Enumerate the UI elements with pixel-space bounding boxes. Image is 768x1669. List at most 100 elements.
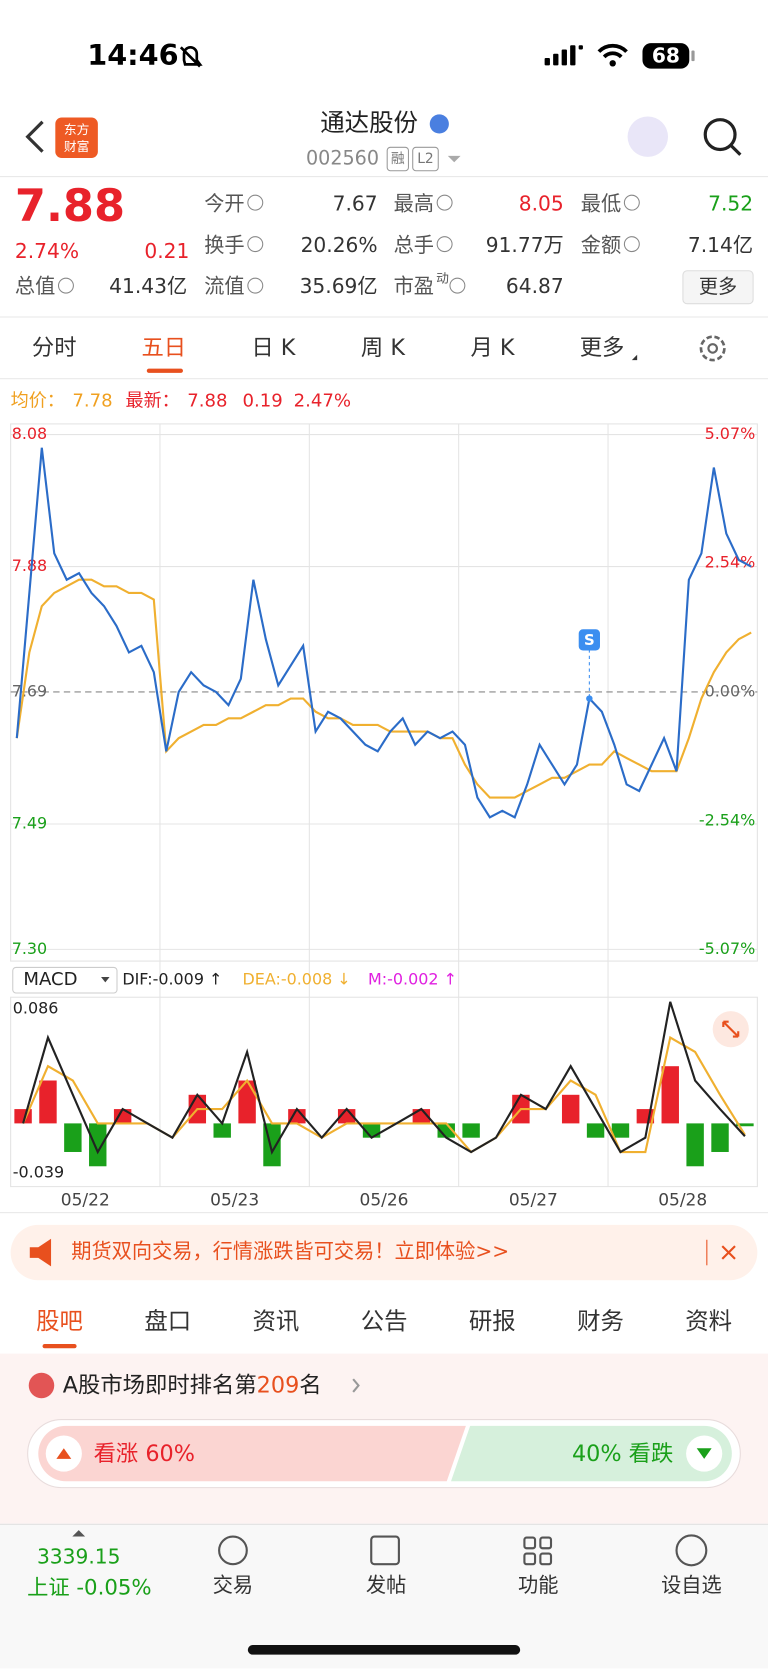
divider xyxy=(0,316,768,318)
content-tab[interactable]: 股吧 xyxy=(36,1307,83,1335)
indicator-name: MACD xyxy=(23,969,77,990)
indicator-select[interactable] xyxy=(12,966,118,994)
field-label: 最低 xyxy=(581,191,621,215)
info-icon xyxy=(436,194,453,211)
macd-bar xyxy=(89,1123,107,1167)
rect xyxy=(578,45,583,50)
content-tab[interactable]: 公告 xyxy=(361,1307,408,1335)
index-change: 上证 -0.05% xyxy=(27,1576,152,1601)
badge-box xyxy=(412,146,439,172)
nav-item[interactable]: 发帖 xyxy=(366,1573,406,1597)
y-tick-label: 7.69 xyxy=(12,681,48,700)
info-icon xyxy=(247,194,264,211)
divider xyxy=(0,1212,768,1214)
price-line xyxy=(15,447,752,819)
content-tab[interactable]: 资料 xyxy=(685,1307,732,1335)
info-icon xyxy=(247,277,264,294)
avg-value: 7.78 xyxy=(72,391,112,412)
wifi-icon xyxy=(597,43,628,59)
field-value: 8.05 xyxy=(519,191,564,215)
macd-bar xyxy=(736,1123,754,1127)
home-indicator xyxy=(247,1645,521,1655)
settings-button[interactable] xyxy=(699,335,726,362)
bull-label: 看涨 60% xyxy=(94,1441,195,1467)
macd-bar xyxy=(238,1080,256,1124)
y-tick-label: 7.88 xyxy=(12,556,48,575)
nav-item[interactable]: 交易 xyxy=(213,1573,253,1597)
logo-mark: 财富 xyxy=(64,139,90,155)
logo-mark: 东方 xyxy=(64,122,90,138)
y-tick-label: 0.086 xyxy=(13,998,59,1017)
status-time: 14:46 xyxy=(87,38,178,72)
field-value: 7.67 xyxy=(333,191,378,215)
chart-tab[interactable]: 分时 xyxy=(32,335,77,361)
close-button[interactable] xyxy=(721,1245,736,1260)
field-label: 总手 xyxy=(394,233,434,257)
bear-bar[interactable] xyxy=(451,1425,732,1482)
info-icon xyxy=(449,277,466,294)
nav-item[interactable]: 设自选 xyxy=(661,1573,722,1597)
search-handle xyxy=(729,144,742,156)
badge: L2 xyxy=(417,151,433,167)
promo-text: 期货双向交易，行情涨跌皆可交易！立即体验>> xyxy=(71,1239,509,1263)
divider xyxy=(0,378,768,380)
assistant-icon[interactable] xyxy=(627,116,669,157)
g: 分时 五日 日 K 周 K 月 K 更多 xyxy=(32,335,638,361)
up-arrow xyxy=(56,1448,72,1459)
change-pct: 2.74% xyxy=(15,239,79,263)
macd-frame xyxy=(10,996,758,1188)
speaker-icon xyxy=(29,1238,52,1267)
y-tick-label: 7.30 xyxy=(12,939,48,958)
app-logo xyxy=(55,117,98,158)
chart-tab[interactable]: 日 K xyxy=(251,335,296,361)
content-tab[interactable]: 资讯 xyxy=(253,1307,300,1335)
average-line xyxy=(15,578,752,799)
dropdown-arrow xyxy=(447,155,461,163)
dif-line xyxy=(22,1001,746,1155)
chart-tab[interactable]: 月 K xyxy=(470,335,515,361)
signal-icon xyxy=(544,45,583,66)
field-label-sup: 动 xyxy=(436,272,449,287)
rank-number: 209 xyxy=(257,1372,300,1398)
search-button[interactable] xyxy=(703,118,737,152)
bull-bar[interactable] xyxy=(38,1425,466,1482)
promo-banner[interactable] xyxy=(10,1224,758,1281)
mute-icon xyxy=(179,46,203,68)
rank-icon xyxy=(28,1372,55,1399)
content-tab[interactable]: 盘口 xyxy=(144,1307,191,1335)
y2-tick-label: -5.07% xyxy=(699,939,755,958)
separator xyxy=(706,1239,708,1266)
chart-tab[interactable]: 周 K xyxy=(361,335,406,361)
macd-bar xyxy=(213,1123,231,1138)
field-value: 7.52 xyxy=(708,191,753,215)
marker-point xyxy=(586,695,593,702)
stock-name: 通达股份 xyxy=(320,108,418,137)
macd-bar xyxy=(661,1066,679,1124)
field-label: 金额 xyxy=(581,233,621,257)
index-value: 3339.15 xyxy=(37,1544,121,1568)
rect xyxy=(570,45,576,66)
marker-label: S xyxy=(584,631,595,649)
field-label: 流值 xyxy=(204,274,244,298)
rank-suffix: 名 xyxy=(299,1372,321,1398)
content-tab[interactable]: 研报 xyxy=(469,1307,516,1335)
chart-tab[interactable]: 更多 xyxy=(580,335,625,361)
back-button[interactable] xyxy=(25,120,44,153)
badge-box xyxy=(386,146,409,172)
bear-label: 40% 看跌 xyxy=(572,1441,673,1467)
battery xyxy=(642,43,690,69)
more-button[interactable] xyxy=(682,270,754,305)
y2-tick-label: 0.00% xyxy=(705,681,756,700)
battery-level: 68 xyxy=(652,43,680,67)
content-tab[interactable]: 财务 xyxy=(577,1307,624,1335)
rect xyxy=(523,1536,537,1550)
g: 交易 发帖 功能 设自选 xyxy=(213,1573,722,1597)
field-label: 市盈 xyxy=(394,274,434,298)
nav-item[interactable]: 功能 xyxy=(518,1573,558,1597)
x-tick-label: 05/22 xyxy=(61,1190,110,1210)
divider xyxy=(0,1523,768,1525)
field-value: 64.87 xyxy=(506,274,564,298)
chart-tab[interactable]: 五日 xyxy=(141,335,186,361)
settings-center xyxy=(707,343,719,354)
